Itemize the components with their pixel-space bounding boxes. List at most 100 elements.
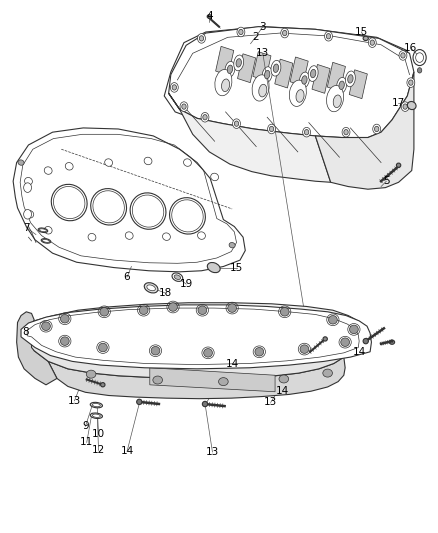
Ellipse shape: [86, 370, 96, 378]
Text: 4: 4: [207, 11, 214, 21]
Ellipse shape: [101, 383, 105, 387]
Text: 14: 14: [120, 447, 134, 456]
Polygon shape: [312, 64, 330, 93]
Polygon shape: [290, 57, 308, 86]
Ellipse shape: [346, 71, 355, 87]
Ellipse shape: [348, 75, 353, 83]
Ellipse shape: [255, 348, 264, 356]
Ellipse shape: [325, 31, 332, 41]
Polygon shape: [17, 312, 57, 385]
Ellipse shape: [409, 80, 413, 85]
Ellipse shape: [303, 127, 311, 137]
Text: 13: 13: [256, 49, 269, 58]
Polygon shape: [13, 128, 245, 272]
Ellipse shape: [311, 69, 316, 78]
Ellipse shape: [342, 127, 350, 137]
Ellipse shape: [147, 285, 155, 290]
Ellipse shape: [202, 401, 208, 407]
Ellipse shape: [198, 34, 205, 43]
Ellipse shape: [333, 95, 341, 108]
Ellipse shape: [105, 159, 113, 166]
Ellipse shape: [203, 115, 207, 120]
Ellipse shape: [225, 61, 235, 77]
Ellipse shape: [184, 159, 191, 166]
Ellipse shape: [416, 53, 424, 62]
Ellipse shape: [373, 124, 381, 134]
Ellipse shape: [172, 273, 183, 281]
Polygon shape: [327, 62, 346, 91]
Ellipse shape: [290, 80, 306, 107]
Ellipse shape: [65, 163, 73, 170]
Ellipse shape: [370, 40, 374, 45]
Ellipse shape: [234, 121, 239, 126]
Text: 14: 14: [276, 386, 289, 395]
Text: 15: 15: [230, 263, 243, 272]
Ellipse shape: [211, 173, 219, 181]
Ellipse shape: [222, 79, 230, 92]
Ellipse shape: [24, 183, 32, 192]
Ellipse shape: [182, 104, 186, 109]
Text: 14: 14: [353, 347, 366, 357]
Ellipse shape: [233, 119, 240, 128]
Ellipse shape: [363, 36, 368, 41]
Ellipse shape: [219, 377, 228, 386]
Ellipse shape: [92, 414, 100, 417]
Ellipse shape: [401, 53, 405, 58]
Ellipse shape: [215, 69, 232, 96]
Ellipse shape: [100, 308, 109, 316]
Polygon shape: [169, 93, 331, 182]
Ellipse shape: [389, 340, 395, 344]
Polygon shape: [237, 54, 256, 83]
Ellipse shape: [24, 209, 32, 219]
Ellipse shape: [139, 306, 148, 314]
Ellipse shape: [99, 343, 107, 352]
Text: 19: 19: [180, 279, 193, 289]
Ellipse shape: [262, 67, 272, 83]
Ellipse shape: [88, 233, 96, 241]
Text: 18: 18: [159, 288, 172, 298]
Text: 8: 8: [22, 327, 29, 336]
Ellipse shape: [344, 130, 348, 135]
Ellipse shape: [268, 124, 276, 134]
Polygon shape: [315, 72, 414, 189]
Ellipse shape: [38, 228, 48, 232]
Ellipse shape: [18, 160, 24, 165]
Ellipse shape: [399, 51, 407, 60]
Polygon shape: [164, 27, 412, 139]
Ellipse shape: [368, 38, 376, 47]
Ellipse shape: [237, 27, 245, 37]
Ellipse shape: [174, 275, 180, 279]
Ellipse shape: [323, 337, 327, 341]
Ellipse shape: [180, 102, 188, 111]
Ellipse shape: [236, 59, 241, 67]
Ellipse shape: [323, 369, 332, 377]
Ellipse shape: [42, 239, 49, 243]
Text: 2: 2: [252, 33, 259, 42]
Ellipse shape: [91, 189, 127, 225]
Ellipse shape: [300, 345, 309, 353]
Ellipse shape: [403, 104, 407, 109]
Ellipse shape: [26, 211, 34, 218]
Ellipse shape: [170, 83, 178, 92]
Ellipse shape: [300, 72, 309, 88]
Text: 6: 6: [124, 272, 131, 282]
Ellipse shape: [207, 15, 212, 19]
Ellipse shape: [296, 90, 304, 102]
Polygon shape: [349, 70, 367, 99]
Ellipse shape: [269, 126, 274, 132]
Ellipse shape: [302, 76, 307, 84]
Ellipse shape: [207, 262, 220, 273]
Ellipse shape: [326, 34, 331, 39]
Text: 16: 16: [404, 43, 417, 53]
Polygon shape: [253, 52, 271, 80]
Ellipse shape: [328, 316, 337, 324]
Ellipse shape: [407, 78, 415, 87]
Ellipse shape: [228, 304, 237, 312]
Ellipse shape: [39, 229, 46, 232]
Ellipse shape: [90, 413, 102, 418]
Text: 7: 7: [23, 223, 30, 232]
Ellipse shape: [137, 399, 142, 405]
Text: 5: 5: [383, 176, 390, 186]
Ellipse shape: [41, 239, 51, 243]
Polygon shape: [48, 357, 345, 399]
